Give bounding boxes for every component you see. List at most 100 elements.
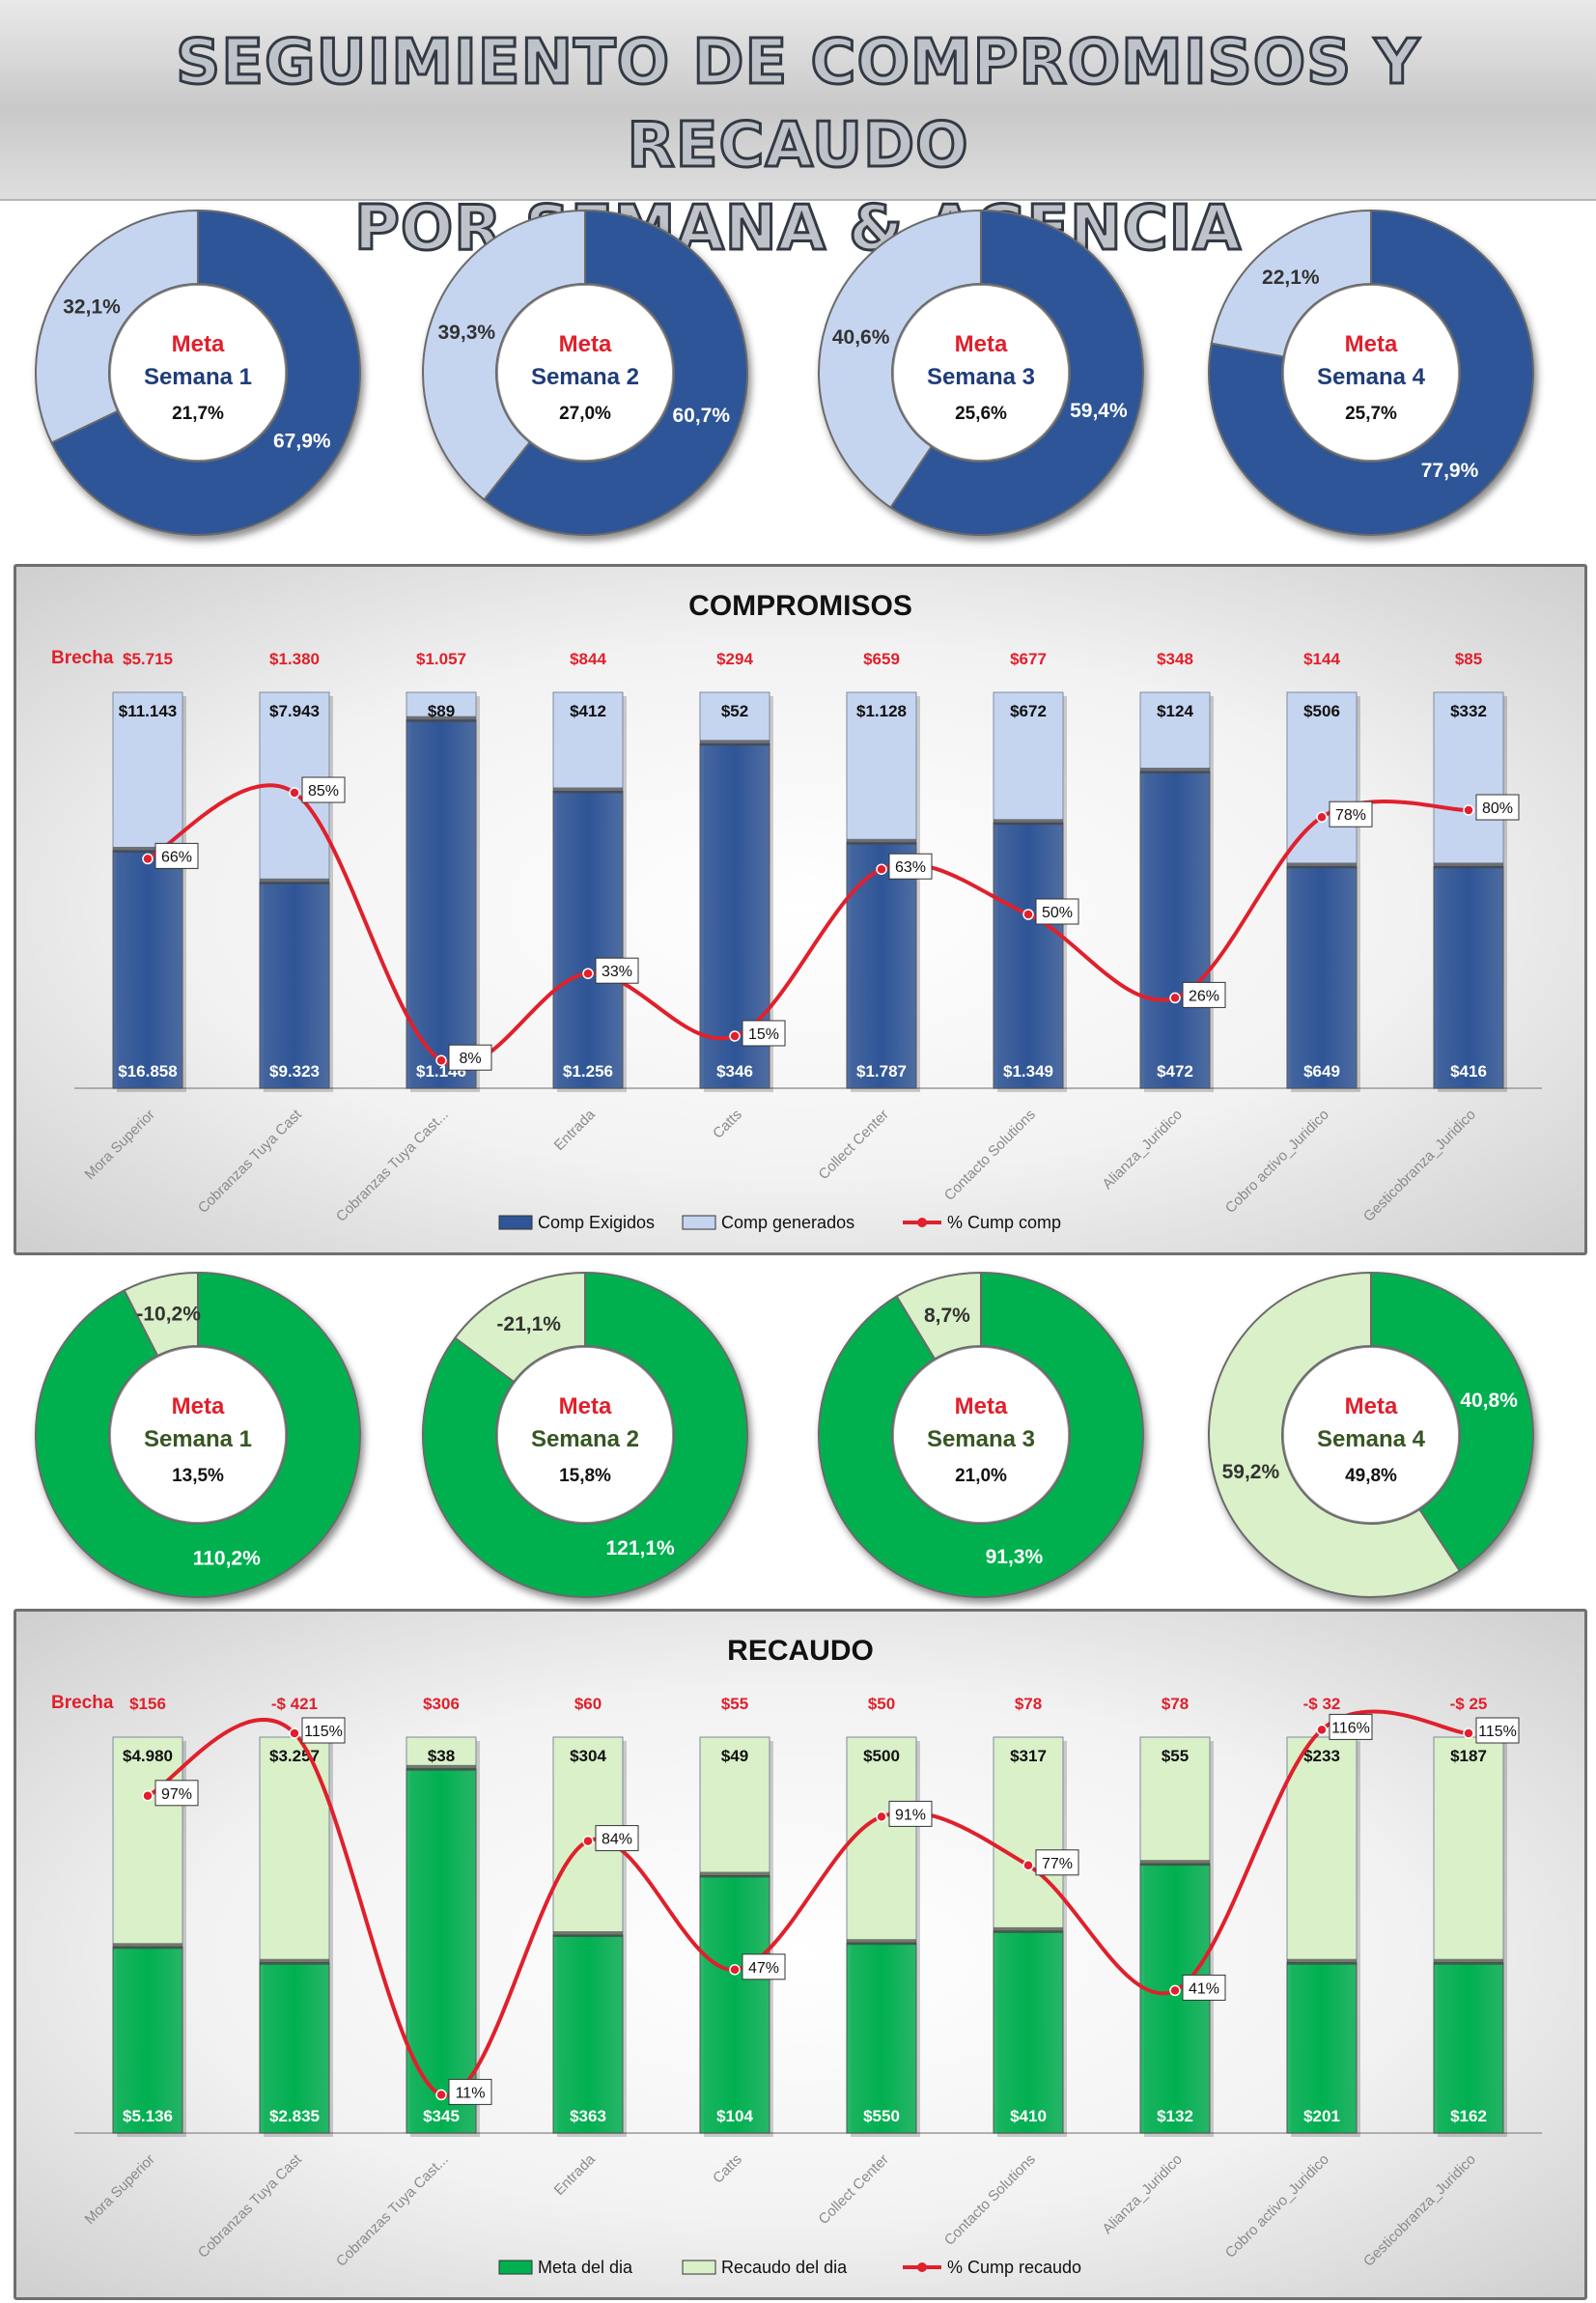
line-point [876, 1811, 887, 1823]
x-tick-label: Alianza_Juridico [1100, 2151, 1186, 2237]
donut-meta-label: Meta [172, 1393, 225, 1419]
bar-segment-top [112, 691, 183, 852]
donut-week-label: Semana 4 [1317, 1426, 1426, 1452]
donut-4 [1208, 1271, 1534, 1598]
line-data-label: 115% [1478, 1724, 1517, 1740]
bar-segment-bottom [1433, 865, 1504, 1089]
line-label-box [742, 1953, 786, 1980]
brecha-value: $55 [721, 1695, 748, 1713]
line-point [1022, 1860, 1034, 1871]
chart-panel-compromisos: COMPROMISOS Brecha $5.715 $11.143 $16.858 Mor… [14, 564, 1587, 1255]
bar-segment-bottom [552, 791, 624, 1089]
donut-dark-label: 40,8% [1460, 1390, 1518, 1412]
brecha-value: $60 [574, 1695, 602, 1713]
line-point [729, 1964, 741, 1976]
donut-meta-label: Meta [559, 1393, 612, 1419]
top-segment-label: $124 [1157, 702, 1193, 720]
donut-3 [818, 209, 1144, 536]
line-label-box [888, 1800, 933, 1827]
donut-light-label: 22,1% [1262, 267, 1320, 289]
line-label-box [888, 853, 933, 880]
donuts-compromisos-svg: Meta Semana 1 21,7% 67,9% 32,1% Meta Semana 2 2… [35, 209, 1534, 536]
brecha-value: $50 [868, 1695, 895, 1713]
line-data-label: 80% [1482, 800, 1513, 817]
chart-recaudo: RECAUDO Brecha $156 $4.980 $5.136 Mora Superi… [51, 1635, 1542, 2277]
line-label-box [301, 1717, 346, 1744]
bottom-segment-label: $345 [423, 2107, 460, 2125]
donut-dark-label: 91,3% [986, 1546, 1044, 1568]
brecha-value: $78 [1015, 1695, 1042, 1713]
bottom-segment-label: $363 [570, 2107, 606, 2125]
line-point [729, 1030, 741, 1042]
bar-cap [994, 1926, 1063, 1933]
line-point [1316, 1724, 1328, 1736]
brecha-value: $294 [716, 650, 753, 668]
donut-slice-light [453, 1271, 586, 1384]
line-label-box [742, 1020, 786, 1047]
donut-dark-label: 59,4% [1070, 400, 1128, 422]
brecha-value: $156 [129, 1695, 166, 1713]
x-tick-label: Mora Superior [82, 2151, 158, 2228]
chart-title: COMPROMISOS [688, 590, 912, 622]
donut-center-value: 25,6% [955, 404, 1007, 424]
donut-center-value: 13,5% [172, 1466, 224, 1486]
x-tick-label: Cobranzas Tuya Cast [195, 1106, 306, 1217]
bar-cap [113, 1943, 182, 1950]
donut-center-value: 15,8% [559, 1466, 611, 1486]
donut-hole [894, 286, 1068, 460]
line-label-box [1475, 1717, 1520, 1744]
x-tick-label: Cobro activo_Juridico [1222, 1107, 1332, 1217]
bar-cap [1434, 1958, 1503, 1965]
line-label-box [1035, 1849, 1079, 1876]
donut-slice-light [1210, 209, 1372, 358]
line-label-box [595, 957, 639, 984]
bar-group [112, 691, 186, 1092]
bar-cap [1287, 862, 1357, 869]
line-label-box [1182, 981, 1226, 1008]
donut-center-value: 27,0% [559, 404, 611, 424]
legend-swatch-2 [682, 2260, 716, 2275]
donuts-recaudo-svg: Meta Semana 1 13,5% 110,2% -10,2% Meta Semana … [35, 1271, 1534, 1598]
bar-segment-top [1433, 1736, 1504, 1964]
bar-segment-top [699, 1736, 770, 1876]
donut-1 [35, 1271, 361, 1598]
line-point [142, 853, 154, 865]
bar-cap [406, 1764, 476, 1771]
chart-panel-recaudo: RECAUDO Brecha $156 $4.980 $5.136 Mora Superi… [14, 1609, 1587, 2300]
legend-label-1: Meta del dia [538, 2258, 633, 2277]
donut-1 [35, 209, 361, 536]
legend-marker-3 [917, 1218, 927, 1227]
bar-segment-bottom [846, 1942, 917, 2134]
bar-group [406, 691, 480, 1092]
bottom-segment-label: $410 [1010, 2107, 1047, 2125]
bar-segment-bottom [406, 1768, 477, 2134]
donut-slice-dark [50, 209, 361, 536]
bar-group [993, 1736, 1067, 2137]
x-tick-label: Collect Center [816, 2151, 892, 2228]
donut-hole [498, 286, 672, 460]
bottom-segment-label: $1.256 [563, 1062, 613, 1081]
bar-segment-top [1139, 691, 1211, 772]
line-point [582, 1835, 594, 1847]
bar-segment-bottom [1433, 1962, 1504, 2134]
donut-meta-label: Meta [1345, 331, 1398, 357]
donut-dark-label: 67,9% [273, 430, 331, 452]
top-segment-label: $11.143 [119, 702, 178, 720]
bar-cap [260, 878, 329, 885]
bar-cap [553, 1931, 623, 1937]
bar-group [1139, 1736, 1214, 2137]
x-tick-label: Catts [710, 1107, 745, 1142]
bottom-segment-label: $346 [716, 1062, 753, 1081]
donut-slice-light [818, 209, 982, 509]
line-data-label: 50% [1042, 905, 1073, 921]
donut-3 [818, 1271, 1144, 1598]
line-label-box [1182, 1974, 1226, 2001]
donut-slice-dark [1208, 209, 1534, 536]
bar-group [1286, 691, 1360, 1092]
line-label-box [1035, 898, 1079, 925]
donut-week-label: Semana 2 [531, 364, 639, 390]
brecha-value: $144 [1303, 650, 1340, 668]
top-segment-label: $412 [570, 702, 606, 720]
donut-hole [111, 286, 285, 460]
bar-segment-top [259, 1736, 330, 1964]
